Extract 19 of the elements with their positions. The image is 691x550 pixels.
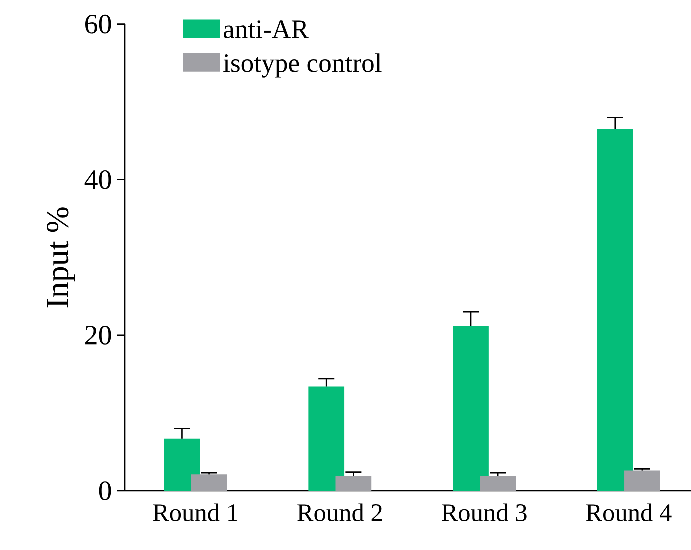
- y-tick-label: 0: [99, 482, 112, 500]
- x-tick-label: Round 2: [298, 504, 382, 522]
- legend-label: anti-AR: [224, 20, 309, 39]
- bar: [597, 129, 634, 491]
- bar: [164, 438, 200, 491]
- bar: [191, 474, 228, 491]
- bar: [480, 476, 516, 491]
- y-tick-label: 60: [86, 14, 112, 34]
- bar: [308, 386, 345, 491]
- legend-label: isotype control: [224, 54, 382, 78]
- bar: [624, 470, 660, 491]
- x-tick-label: Round 3: [442, 504, 527, 522]
- y-tick-label: 20: [86, 326, 112, 345]
- x-tick-label: Round 1: [153, 504, 238, 522]
- x-tick-label: Round 4: [586, 504, 672, 522]
- bar: [453, 326, 489, 491]
- y-axis-title: Input %: [47, 208, 76, 308]
- bar: [336, 476, 372, 491]
- y-tick-label: 40: [84, 170, 112, 190]
